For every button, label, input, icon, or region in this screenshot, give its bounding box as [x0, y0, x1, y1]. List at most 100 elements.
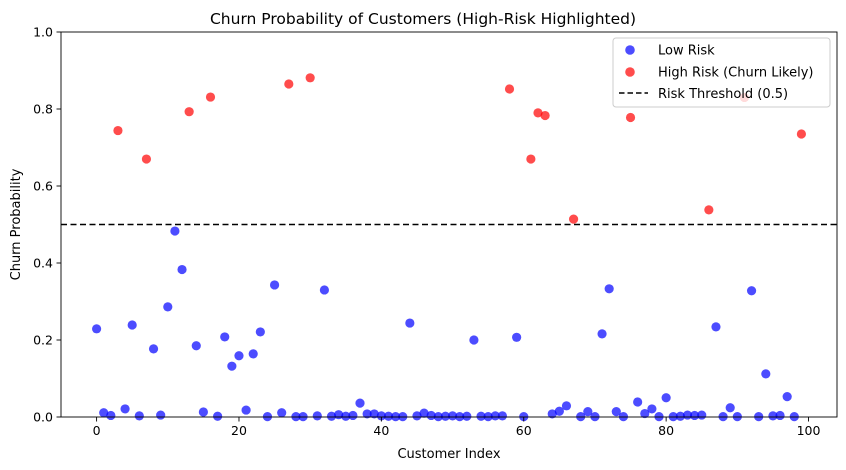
x-axis: 0 20 40 60 80 100 [93, 417, 821, 438]
point-low-risk [768, 411, 778, 421]
point-low-risk [362, 409, 372, 419]
point-high-risk [533, 108, 543, 118]
point-low-risk [554, 406, 564, 416]
point-low-risk [447, 411, 458, 421]
x-tick-label: 0 [93, 423, 101, 438]
point-high-risk [205, 92, 216, 102]
point-low-risk [99, 408, 109, 418]
y-tick-label: 0.2 [33, 333, 53, 348]
point-high-risk [526, 154, 536, 164]
point-low-risk [583, 407, 593, 417]
point-low-risk [319, 285, 330, 295]
point-low-risk [312, 411, 322, 421]
point-low-risk [697, 410, 707, 420]
point-low-risk [92, 324, 102, 334]
x-tick-label: 20 [231, 423, 247, 438]
point-low-risk [255, 327, 265, 337]
point-low-risk [633, 397, 643, 407]
point-low-risk [611, 407, 621, 417]
y-tick-label: 0.6 [33, 179, 53, 194]
point-low-risk [177, 264, 187, 275]
point-low-risk [220, 332, 230, 342]
point-low-risk [490, 411, 500, 421]
point-low-risk [497, 411, 507, 421]
legend-marker-low-risk [625, 45, 635, 55]
point-low-risk [163, 302, 173, 312]
point-low-risk [775, 410, 785, 421]
point-low-risk [248, 349, 258, 359]
point-high-risk [625, 112, 636, 123]
point-low-risk [170, 226, 180, 236]
point-low-risk [341, 411, 351, 421]
point-high-risk [704, 205, 714, 215]
point-low-risk [547, 409, 557, 419]
point-low-risk [191, 341, 201, 351]
point-low-risk [269, 280, 280, 290]
point-low-risk [469, 335, 479, 345]
legend-label-low-risk: Low Risk [658, 44, 715, 59]
point-low-risk [440, 411, 451, 421]
point-low-risk [355, 398, 365, 408]
point-low-risk [426, 410, 436, 421]
point-low-risk [512, 332, 522, 342]
y-axis: 0.0 0.2 0.4 0.6 0.8 1.0 [33, 25, 61, 425]
point-low-risk [761, 369, 771, 379]
point-low-risk [369, 409, 379, 419]
point-low-risk [462, 411, 472, 421]
chart-title: Churn Probability of Customers (High-Ris… [210, 10, 636, 28]
point-high-risk [504, 84, 515, 94]
legend-label-high-risk: High Risk (Churn Likely) [658, 66, 814, 81]
point-high-risk [141, 154, 152, 164]
point-low-risk [746, 286, 757, 296]
point-low-risk [213, 411, 223, 421]
point-low-risk [241, 405, 251, 415]
point-high-risk [540, 110, 550, 121]
x-tick-label: 60 [516, 423, 532, 438]
point-low-risk [412, 411, 422, 421]
y-tick-label: 0.0 [33, 410, 53, 425]
point-low-risk [604, 284, 614, 294]
point-low-risk [348, 410, 358, 421]
point-high-risk [796, 129, 807, 139]
point-low-risk [690, 410, 700, 421]
point-low-risk [376, 411, 386, 421]
point-low-risk [597, 329, 607, 339]
x-tick-label: 40 [373, 423, 389, 438]
point-low-risk [782, 392, 792, 402]
legend-marker-high-risk [625, 67, 635, 77]
x-tick-label: 100 [797, 423, 821, 438]
y-tick-label: 0.8 [33, 102, 53, 117]
point-low-risk [234, 351, 244, 361]
point-low-risk [148, 344, 159, 354]
y-tick-label: 1.0 [33, 25, 53, 40]
point-low-risk [711, 322, 721, 332]
legend: Low Risk High Risk (Churn Likely) Risk T… [612, 37, 831, 108]
legend-label-threshold: Risk Threshold (0.5) [658, 87, 788, 102]
legend-frame [612, 37, 831, 108]
point-low-risk [661, 393, 671, 403]
point-low-risk [725, 403, 735, 413]
point-low-risk [227, 361, 237, 371]
point-low-risk [647, 404, 657, 414]
point-low-risk [198, 407, 208, 417]
point-low-risk [561, 401, 572, 411]
point-low-risk [640, 408, 650, 419]
point-low-risk [675, 411, 685, 421]
point-low-risk [106, 410, 116, 421]
y-tick-label: 0.4 [33, 256, 53, 271]
point-low-risk [127, 320, 137, 330]
point-low-risk [326, 411, 337, 421]
point-low-risk [476, 411, 486, 421]
y-axis-label: Churn Probability [9, 168, 24, 280]
point-low-risk [120, 404, 130, 414]
point-low-risk [419, 408, 429, 418]
x-axis-label: Customer Index [397, 447, 500, 462]
point-low-risk [405, 318, 415, 328]
point-high-risk [284, 79, 294, 89]
point-low-risk [383, 411, 394, 421]
point-low-risk [156, 410, 166, 420]
point-low-risk [277, 408, 287, 418]
point-high-risk [184, 107, 194, 117]
point-high-risk [305, 73, 315, 83]
